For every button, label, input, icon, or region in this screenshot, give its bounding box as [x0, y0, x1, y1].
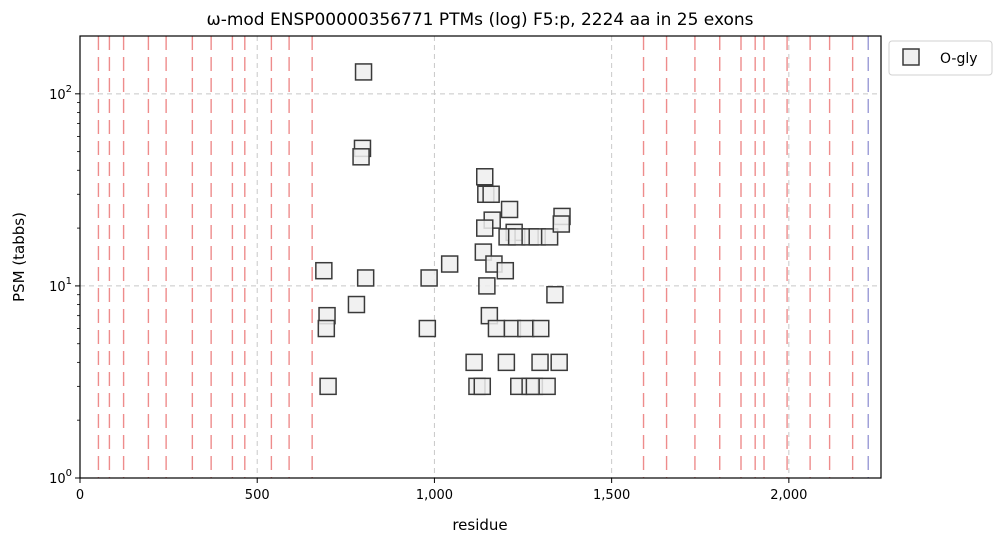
- legend-label-o-gly: O-gly: [940, 51, 978, 67]
- data-point: [540, 228, 559, 246]
- y-tick-label: 100: [49, 468, 72, 487]
- data-point: [465, 353, 483, 372]
- x-axis-label: residue: [452, 516, 507, 534]
- data-point: [476, 168, 494, 186]
- data-point: [352, 148, 370, 166]
- legend: O-gly: [888, 40, 993, 76]
- data-point: [531, 353, 549, 372]
- data-point: [440, 255, 459, 273]
- data-point: [496, 261, 515, 280]
- data-point: [354, 63, 373, 81]
- data-point: [317, 319, 336, 338]
- data-point: [538, 377, 556, 396]
- plot-frame: [79, 35, 882, 479]
- data-point: [473, 377, 492, 396]
- data-point: [550, 353, 568, 372]
- chart-title: ω-mod ENSP00000356771 PTMs (log) F5:p, 2…: [206, 10, 753, 30]
- data-point: [546, 285, 564, 304]
- data-point: [418, 319, 437, 338]
- data-point: [532, 319, 550, 338]
- data-points: [315, 63, 571, 396]
- data-point: [482, 185, 500, 204]
- data-point: [347, 295, 366, 314]
- data-point: [478, 277, 496, 295]
- data-point: [497, 353, 516, 372]
- x-tick-label: 1,000: [416, 488, 453, 503]
- y-tick-label: 101: [49, 276, 72, 295]
- x-tick-label: 2,000: [770, 488, 807, 503]
- x-tick-label: 500: [245, 488, 270, 503]
- data-point: [315, 261, 333, 280]
- data-point: [476, 219, 494, 237]
- data-point: [356, 269, 375, 287]
- data-point: [517, 319, 535, 338]
- x-tick-label: 0: [76, 488, 84, 503]
- data-point: [500, 200, 519, 219]
- data-point: [487, 319, 506, 338]
- data-point: [552, 215, 571, 233]
- legend-marker-square: [902, 48, 920, 66]
- data-point: [319, 377, 337, 396]
- data-point: [420, 269, 438, 287]
- exon-boundary-lines: [97, 36, 869, 478]
- y-axis-ticks: 100 101 102: [49, 84, 80, 487]
- x-tick-label: 1,500: [593, 488, 630, 503]
- y-tick-label: 102: [49, 84, 72, 103]
- x-axis-ticks: 0 500 1,000 1,500 2,000: [76, 478, 807, 503]
- y-axis-label: PSM (tabbs): [10, 212, 28, 302]
